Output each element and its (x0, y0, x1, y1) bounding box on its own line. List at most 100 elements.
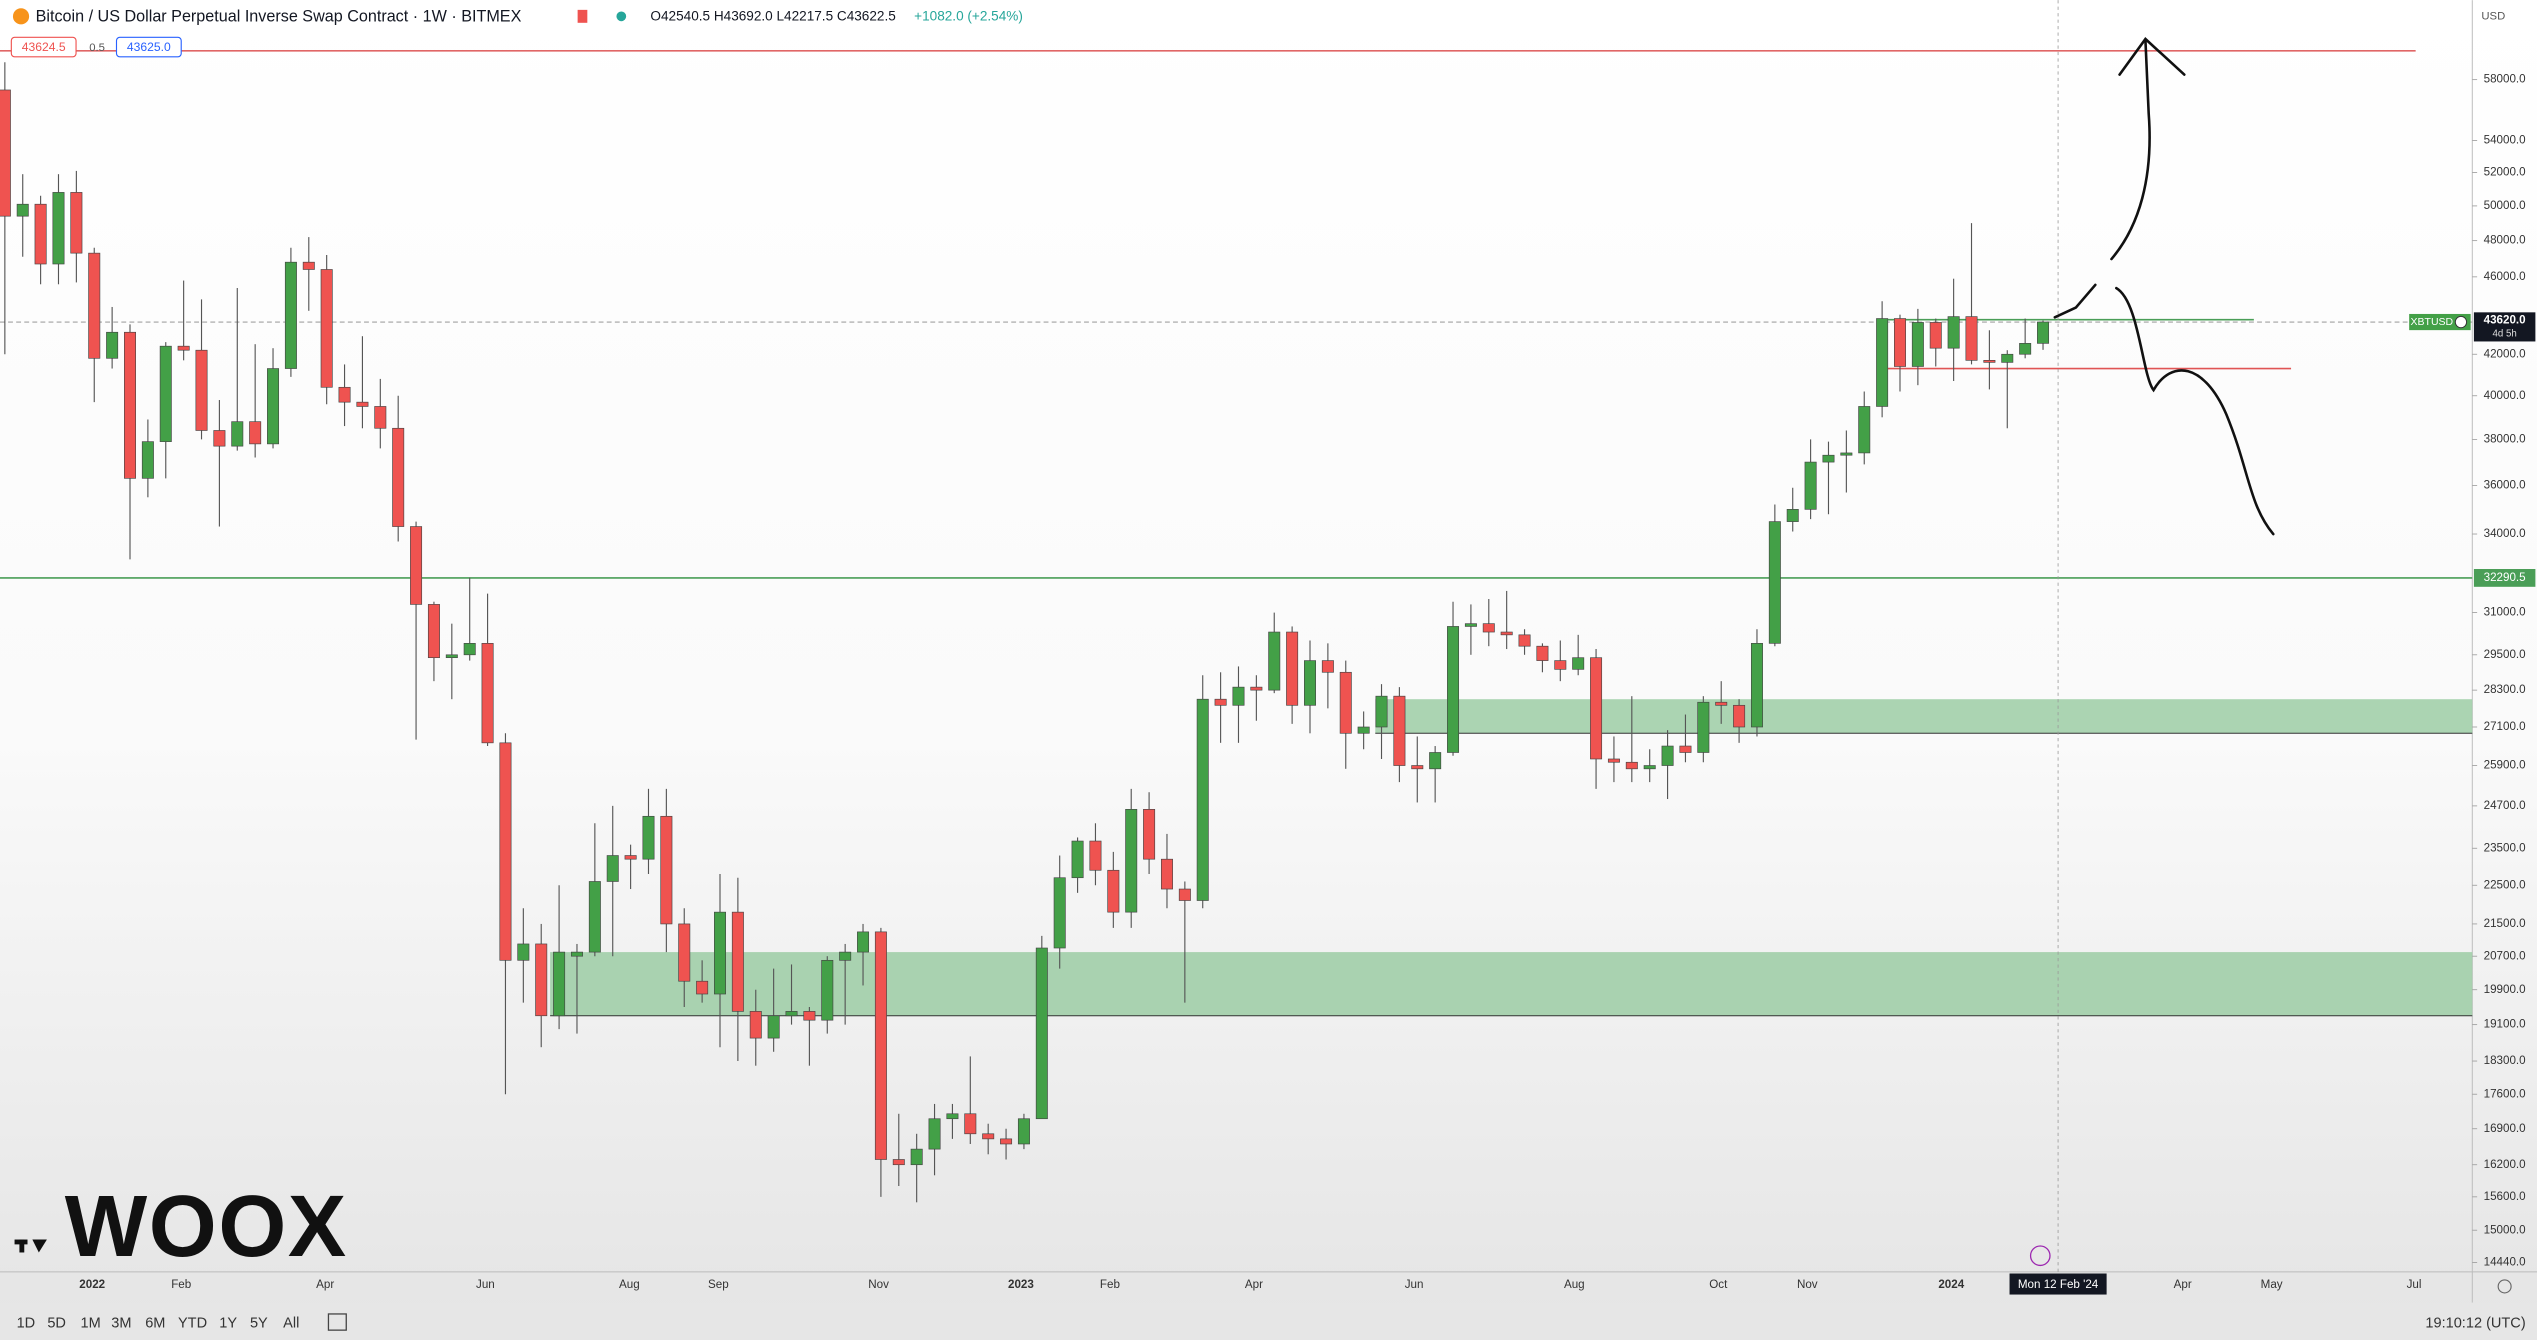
range-button[interactable]: All (283, 1316, 299, 1332)
candle-body (1929, 322, 1942, 349)
candle-body (1071, 840, 1084, 879)
candle-body (517, 943, 530, 961)
up-arrow-head (2118, 37, 2186, 76)
up-arrow-shaft (2110, 39, 2151, 261)
y-tick-label: 28300.0 (2484, 683, 2527, 696)
candle-body (2001, 353, 2014, 363)
toolbar-bg (0, 1302, 2537, 1340)
candle-body (392, 427, 405, 527)
range-button[interactable]: 1Y (219, 1316, 237, 1332)
candle-body (731, 911, 744, 1012)
candle-body (177, 345, 190, 351)
candle-body (785, 1011, 798, 1017)
candle-body (499, 742, 512, 961)
bid-box[interactable] (10, 36, 77, 58)
range-button[interactable]: 5D (47, 1316, 66, 1332)
exchange-flag (577, 9, 588, 23)
candle-body (249, 421, 262, 445)
candle-body (1035, 947, 1048, 1120)
candle-body (928, 1118, 941, 1150)
y-tick-label: 16200.0 (2484, 1158, 2527, 1171)
candle-body (231, 421, 244, 447)
y-tick-label: 50000.0 (2484, 199, 2527, 212)
candle-body (1554, 660, 1567, 670)
coin-icon (12, 8, 30, 25)
candle-body (320, 269, 333, 388)
ask-price: 43625.0 (127, 40, 171, 54)
candle-body (1768, 521, 1781, 644)
candle-body (1536, 645, 1549, 661)
candle-body (2037, 321, 2050, 344)
candle-body (427, 604, 440, 659)
y-tick-label: 27100.0 (2484, 720, 2527, 733)
candle-body (2019, 343, 2032, 355)
x-tick-label: Jun (1405, 1278, 1424, 1291)
event-icon[interactable] (2029, 1245, 2051, 1267)
ohlc-values: O42540.5 H43692.0 L42217.5 C43622.5 (650, 9, 895, 24)
y-tick-label: 48000.0 (2484, 234, 2527, 247)
symbol-tag-label: XBTUSD (2411, 316, 2454, 328)
candle-body (445, 654, 458, 659)
symbol-tag (2409, 313, 2471, 331)
x-tick-label: 2023 (1008, 1278, 1034, 1291)
range-button[interactable]: 5Y (250, 1316, 268, 1332)
down-path (2115, 286, 2275, 536)
x-tick-label: Jun (476, 1278, 495, 1291)
candle-body (1143, 809, 1156, 860)
candle-body (1357, 726, 1370, 734)
y-tick-label: 52000.0 (2484, 166, 2527, 179)
settings-icon[interactable] (2497, 1279, 2512, 1294)
candle-body (213, 430, 226, 447)
y-tick-label: 25900.0 (2484, 759, 2527, 772)
candle-body (106, 331, 119, 359)
y-tick-label: 46000.0 (2484, 270, 2527, 283)
range-button[interactable]: 1M (80, 1316, 100, 1332)
candle-body (410, 526, 423, 605)
candle-body (1482, 623, 1495, 633)
symbol-title: Bitcoin / US Dollar Perpetual Inverse Sw… (36, 7, 522, 25)
x-tick-label: 2022 (79, 1278, 105, 1291)
currency[interactable]: USD (2481, 10, 2505, 22)
bar-countdown: 4d 5h (2493, 329, 2517, 340)
candle-body (660, 815, 673, 925)
x-tick-label: Aug (619, 1278, 640, 1291)
y-tick-label: 36000.0 (2484, 478, 2527, 491)
y-tick-label: 23500.0 (2484, 841, 2527, 854)
y-tick-label: 38000.0 (2484, 432, 2527, 445)
candle-body (34, 203, 47, 265)
candle-body (1679, 745, 1692, 753)
y-tick-label: 21500.0 (2484, 917, 2527, 930)
candle-body (1733, 704, 1746, 728)
add-alert[interactable] (2454, 315, 2468, 329)
candle-body (1643, 765, 1656, 770)
candle-body (195, 349, 208, 431)
x-tick-label: Apr (1245, 1278, 1263, 1291)
candle-body (1876, 318, 1889, 407)
x-tick-label: Nov (868, 1278, 889, 1291)
x-tick-label: Sep (708, 1278, 729, 1291)
candle-body (356, 401, 369, 407)
candle-body (1107, 869, 1120, 913)
date-range-icon[interactable] (327, 1313, 347, 1331)
x-tick-label: Oct (1709, 1278, 1728, 1291)
clock: 19:10:12 (UTC) (2425, 1316, 2525, 1332)
candle-body (857, 931, 870, 953)
x-tick-label: Feb (171, 1278, 191, 1291)
y-tick-label: 40000.0 (2484, 389, 2527, 402)
candle-body (1053, 877, 1066, 949)
crosshair-date-tag (2009, 1273, 2107, 1295)
candle-body (1858, 406, 1871, 454)
tv-logo-slash (32, 1239, 47, 1253)
range-button[interactable]: 3M (111, 1316, 131, 1332)
candle-body (1393, 695, 1406, 766)
candle-body (1178, 888, 1191, 901)
candle-body (1894, 318, 1906, 367)
candle-body (159, 345, 172, 442)
candle-body (1232, 686, 1245, 706)
range-button[interactable]: 1D (17, 1316, 36, 1332)
range-button[interactable]: 6M (145, 1316, 165, 1332)
ask-box[interactable] (115, 36, 182, 58)
range-button[interactable]: YTD (178, 1316, 207, 1332)
candle-body (1804, 461, 1817, 510)
candle-body (1750, 643, 1763, 728)
